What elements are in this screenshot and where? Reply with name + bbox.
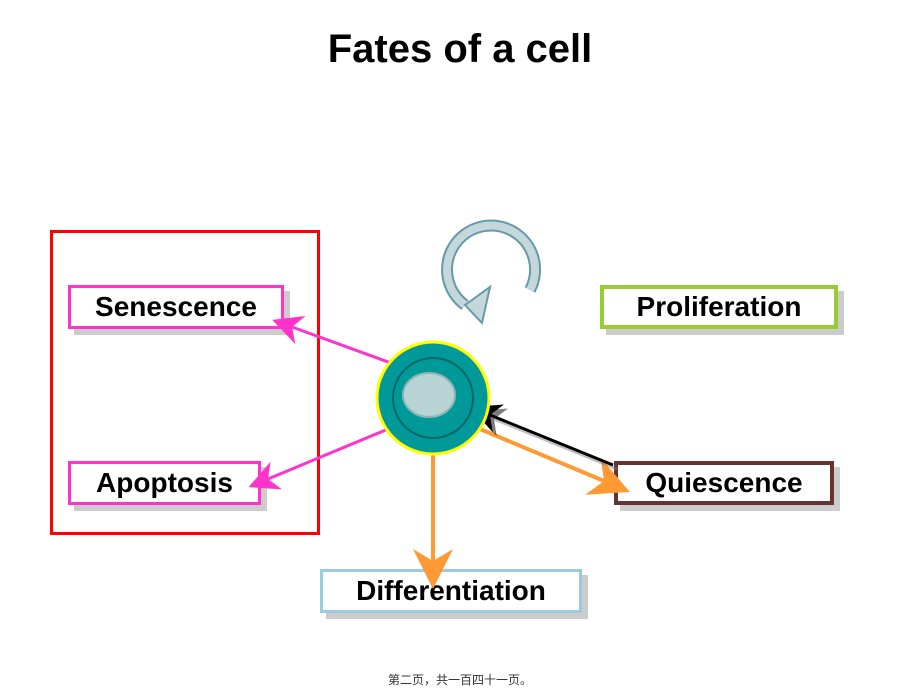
proliferation-box: Proliferation (600, 285, 838, 329)
slide-area: Fates of a cell Senescence Apoptosis Pro… (20, 5, 900, 660)
differentiation-box: Differentiation (320, 569, 582, 613)
arrow-from-quiescence (490, 415, 613, 465)
apoptosis-box: Apoptosis (68, 461, 261, 505)
senescence-box: Senescence (68, 285, 284, 329)
slide-title: Fates of a cell (20, 27, 900, 72)
quiescence-box: Quiescence (614, 461, 834, 505)
cell-outer (377, 342, 489, 454)
cell-nucleus (403, 373, 455, 417)
cell-mid (393, 358, 473, 438)
arrow-to-quiescence (480, 429, 604, 481)
page-footer: 第二页，共一百四十一页。 (0, 671, 920, 688)
self-renewal-arrow (447, 226, 535, 323)
arrow-from-quiescence-shadow (494, 419, 617, 469)
